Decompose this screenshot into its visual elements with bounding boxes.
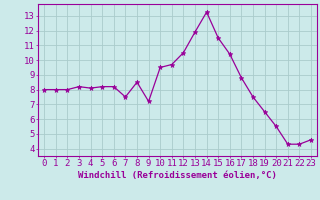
X-axis label: Windchill (Refroidissement éolien,°C): Windchill (Refroidissement éolien,°C)	[78, 171, 277, 180]
